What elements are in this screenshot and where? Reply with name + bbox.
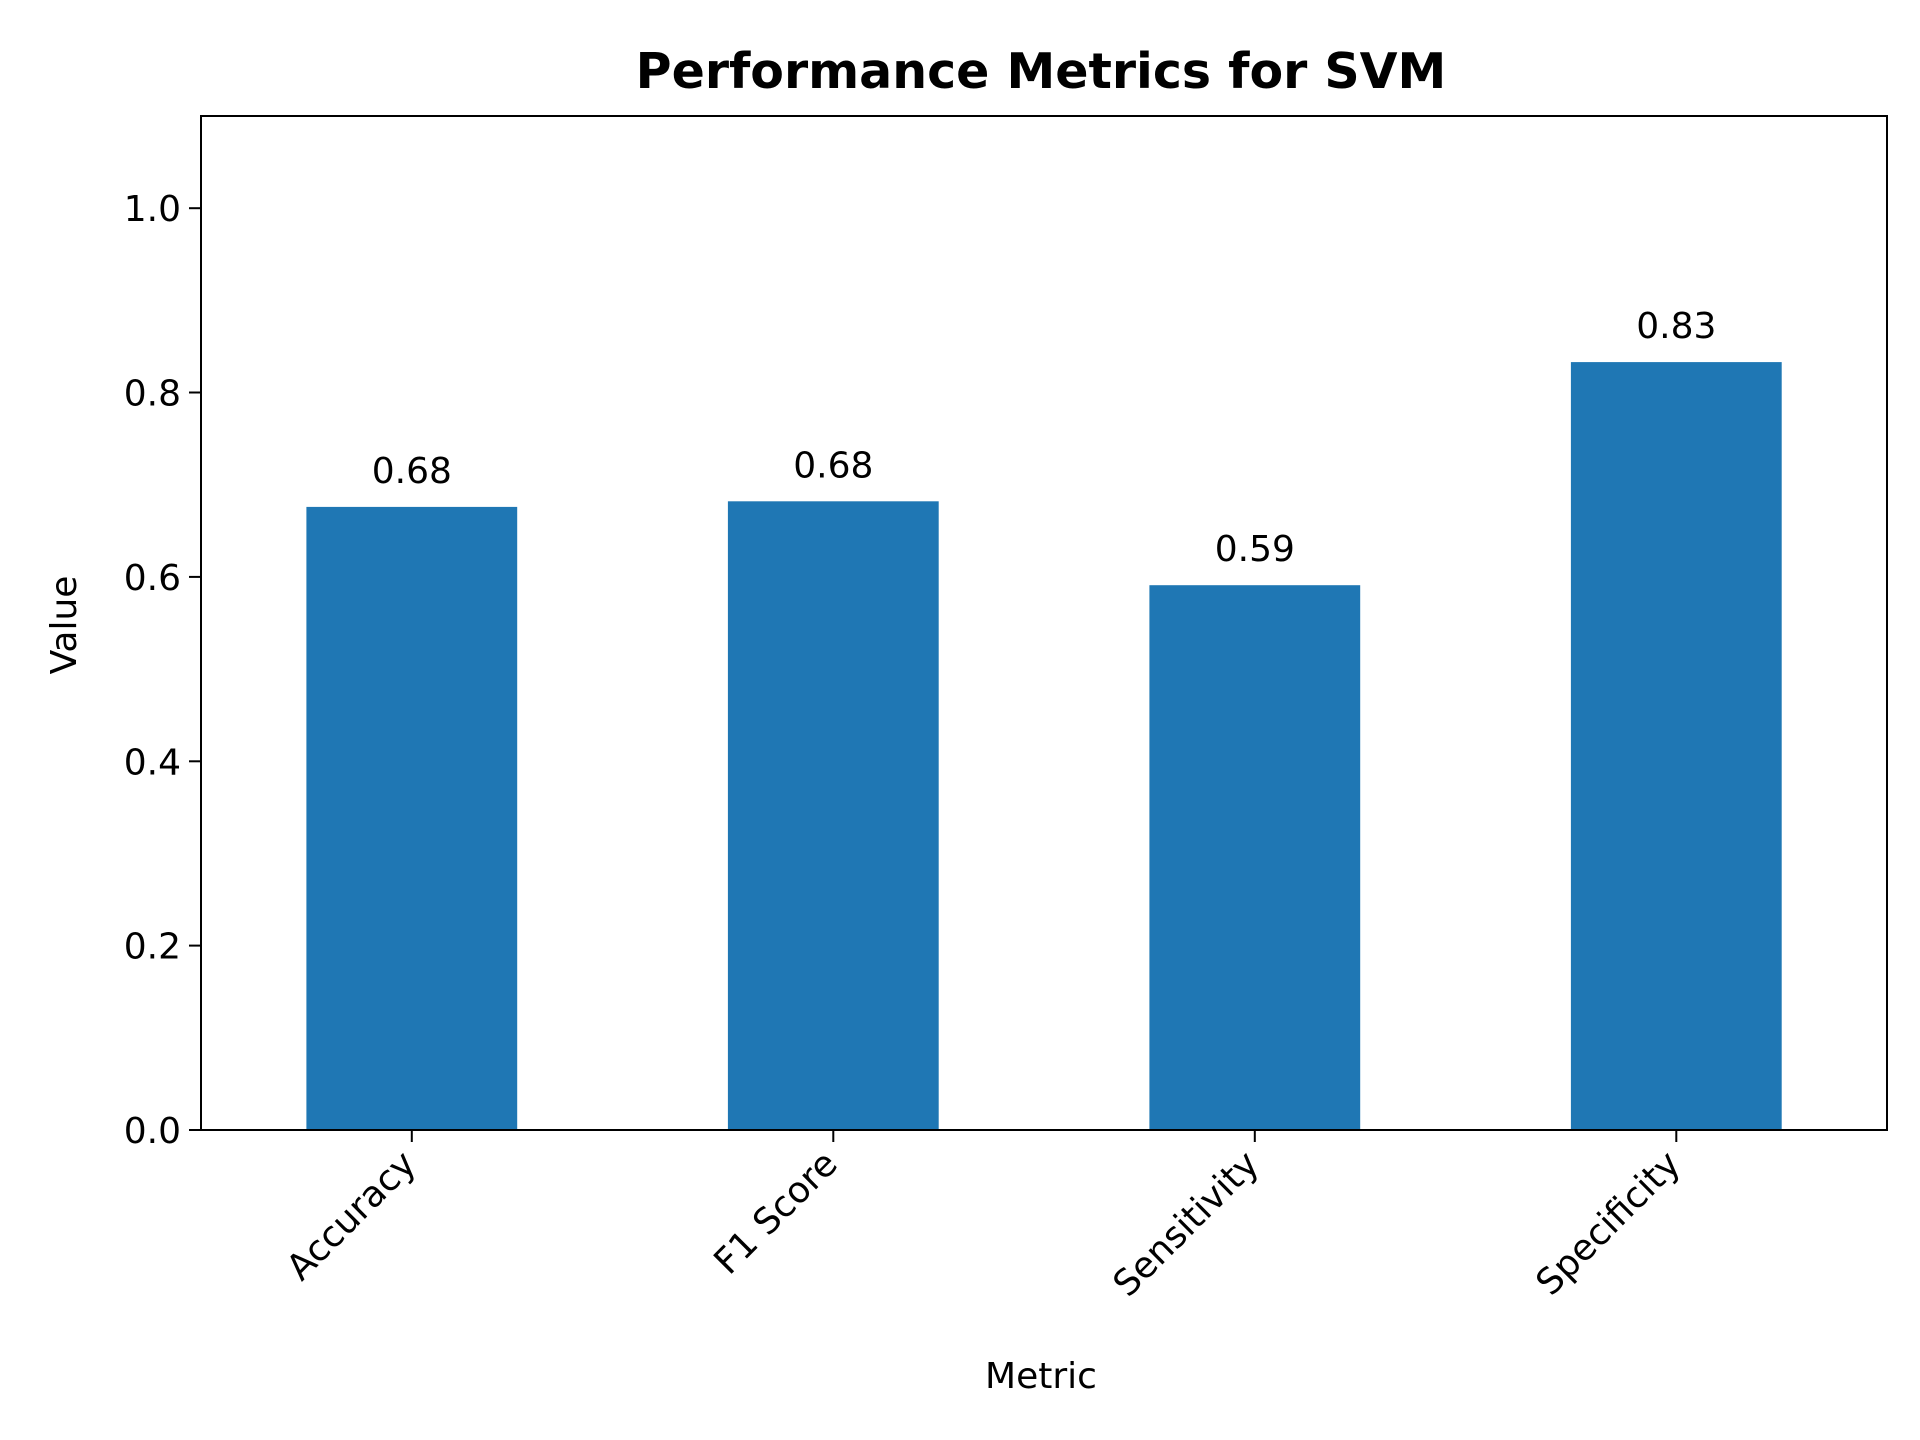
bar-specificity (1570, 362, 1782, 1131)
y-axis-label: Value (44, 576, 85, 675)
bar-f1-score (727, 501, 939, 1130)
x-tick-label-f1-score: F1 Score (706, 1143, 845, 1282)
y-tick-label: 1.0 (124, 189, 181, 230)
y-tick-label: 0.4 (124, 742, 181, 783)
y-tick-label: 0.6 (124, 558, 181, 599)
plot-area: 0.68 0.68 0.59 0.83 0.0 0.2 0.4 0.6 0.8 1.0 Accura… (124, 115, 1888, 1305)
x-tick-label-sensitivity: Sensitivity (1106, 1143, 1268, 1305)
y-tick-label: 0.8 (124, 374, 181, 415)
x-tick-label-specificity: Specificity (1528, 1143, 1688, 1303)
data-label-sensitivity: 0.59 (1215, 529, 1295, 570)
data-label-f1-score: 0.68 (793, 445, 873, 486)
bar-sensitivity (1149, 585, 1361, 1130)
data-label-specificity: 0.83 (1636, 306, 1716, 347)
bar-accuracy (306, 506, 518, 1130)
y-tick-label: 0.2 (124, 927, 181, 968)
x-tick-label-accuracy: Accuracy (279, 1143, 424, 1288)
data-label-accuracy: 0.68 (372, 451, 452, 492)
axes-frame (200, 115, 1888, 1131)
x-axis-label: Metric (985, 1356, 1097, 1397)
chart-title: Performance Metrics for SVM (636, 43, 1447, 100)
y-tick-label: 0.0 (124, 1111, 181, 1152)
